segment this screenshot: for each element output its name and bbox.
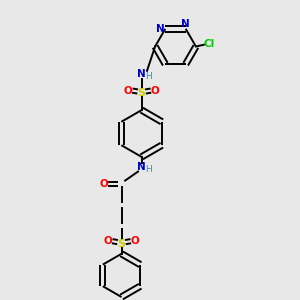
Text: O: O	[151, 85, 160, 96]
Text: S: S	[118, 238, 125, 249]
Text: S: S	[138, 88, 146, 98]
Text: N: N	[181, 19, 190, 29]
Text: H: H	[145, 72, 152, 81]
Text: N: N	[137, 69, 146, 80]
Text: N: N	[137, 162, 146, 172]
Text: O: O	[124, 85, 133, 96]
Text: O: O	[130, 236, 140, 246]
Text: Cl: Cl	[204, 38, 215, 49]
Text: O: O	[103, 236, 112, 246]
Text: H: H	[145, 165, 152, 174]
Text: N: N	[156, 24, 165, 34]
Text: O: O	[99, 178, 108, 189]
